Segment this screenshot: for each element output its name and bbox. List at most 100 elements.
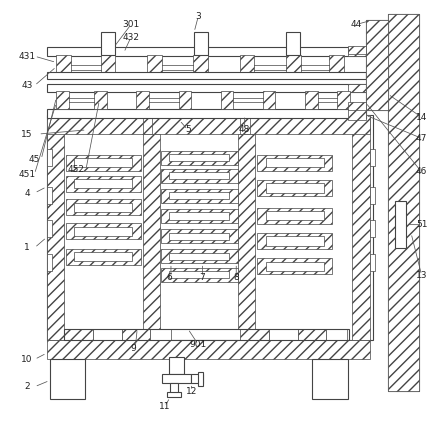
Bar [388,14,420,391]
Bar [169,154,229,162]
Bar [241,329,269,340]
Text: 51: 51 [416,220,427,229]
Bar [161,229,237,243]
Bar [169,212,229,220]
Bar [47,254,52,271]
Bar [266,237,324,245]
Bar [161,151,237,165]
Text: 8: 8 [233,273,239,282]
Bar [240,55,254,77]
Bar [161,189,237,203]
Bar [221,91,233,109]
Text: 14: 14 [416,113,427,122]
Bar [74,227,132,236]
Bar [388,14,420,391]
Bar [169,357,183,374]
Text: 901: 901 [190,340,207,349]
Bar [66,199,140,215]
Bar [74,158,132,167]
Text: 43: 43 [21,81,33,90]
Text: 9: 9 [130,344,136,353]
Bar [269,329,298,340]
Bar [257,208,332,224]
Bar [47,340,370,359]
Bar [365,20,388,110]
Text: 431: 431 [18,52,35,61]
Bar [169,253,229,260]
Text: 13: 13 [416,271,427,280]
Bar [47,115,373,340]
Bar [169,192,229,199]
Bar [312,359,348,399]
Bar [161,209,237,223]
Text: 451: 451 [18,170,35,179]
Bar [266,158,324,167]
Bar [286,55,301,77]
Bar [47,115,64,340]
Bar [179,91,191,109]
Bar [147,55,162,77]
Bar [94,91,107,109]
Bar [198,372,203,386]
Text: 7: 7 [200,273,206,282]
Bar [47,84,365,92]
Bar [136,91,149,109]
Bar [143,134,159,329]
Bar [169,172,229,179]
Bar [169,233,229,240]
Bar [47,47,365,56]
Bar [241,115,250,134]
Text: 44: 44 [351,20,362,29]
Bar [66,155,140,171]
Bar [47,220,52,237]
Text: 45: 45 [28,155,40,164]
Bar [66,248,140,265]
Bar [370,254,375,271]
Text: 12: 12 [187,387,198,396]
Text: 46: 46 [416,167,427,176]
Bar [56,55,71,77]
Bar [238,134,255,329]
Bar [170,383,178,393]
Bar [167,392,181,397]
Text: 11: 11 [159,402,171,411]
Bar [370,220,375,237]
Bar [266,262,324,271]
Bar [47,149,52,166]
Bar [191,374,203,383]
Bar [348,84,365,92]
Bar [365,20,388,110]
Bar [162,374,191,383]
Bar [50,359,85,399]
Text: 2: 2 [24,382,30,391]
Bar [263,91,276,109]
Bar [266,211,324,220]
Bar [122,329,150,340]
Bar [348,108,365,120]
Text: 301: 301 [122,20,140,29]
Bar [257,155,332,171]
Bar [101,32,115,55]
Bar [370,149,375,166]
Bar [326,329,347,340]
Bar [161,268,237,282]
Text: 47: 47 [416,134,427,143]
Text: 15: 15 [21,130,33,139]
Text: 10: 10 [21,355,33,364]
Bar [370,187,375,204]
Bar [329,55,344,77]
Text: 432: 432 [122,33,140,42]
Bar [194,32,208,55]
Bar [348,102,365,110]
Bar [64,329,349,340]
Bar [93,329,122,340]
Text: 6: 6 [166,273,172,282]
Text: 48: 48 [239,126,250,134]
Text: 452: 452 [68,165,85,174]
Bar [64,329,93,340]
Bar [150,329,171,340]
Bar [47,115,370,134]
Bar [74,252,132,261]
Bar [169,271,229,278]
Bar [101,55,115,77]
